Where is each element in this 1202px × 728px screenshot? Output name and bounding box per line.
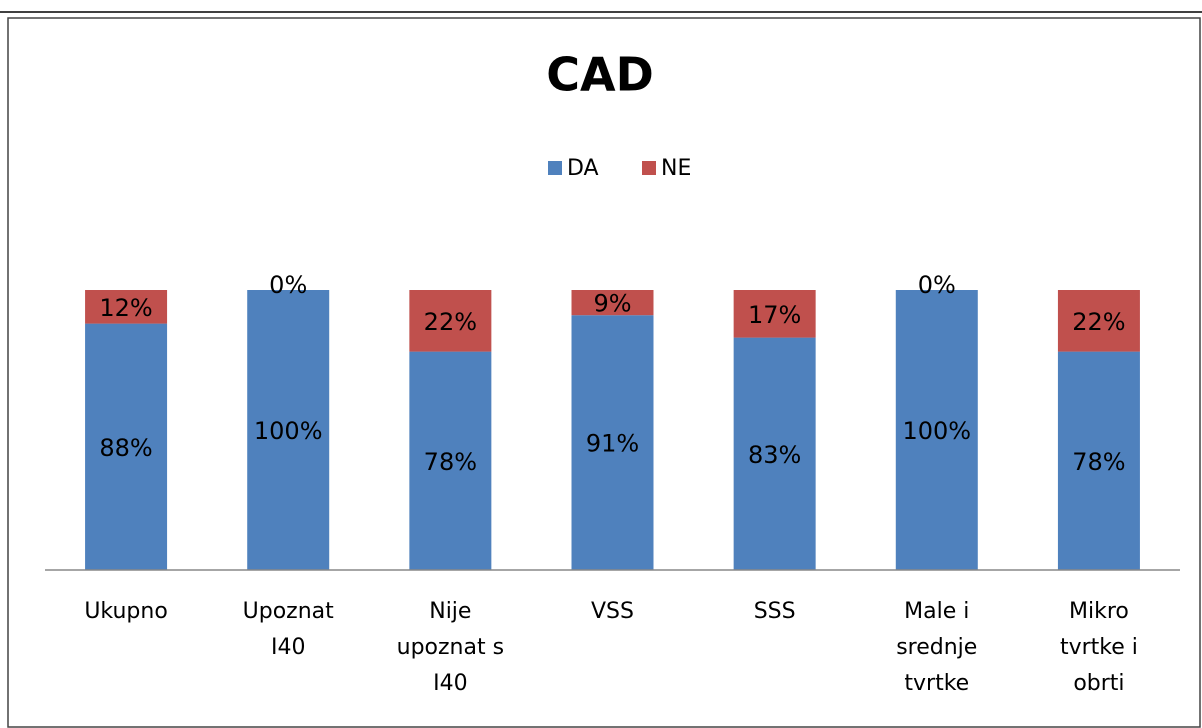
bar-segment — [571, 315, 654, 570]
x-tick-label: Upoznat I40 — [242, 599, 334, 660]
legend-swatch — [548, 161, 562, 175]
data-label: 88% — [99, 434, 152, 462]
x-tick-label: Nije upoznat s I40 — [396, 599, 505, 696]
bar-segment — [409, 351, 492, 570]
bar-segment — [733, 337, 816, 570]
legend-label: DA — [567, 156, 599, 181]
data-label: 78% — [424, 448, 477, 476]
chart-frame — [7, 17, 1201, 728]
bar-segment — [1057, 351, 1140, 570]
bar-segment — [85, 323, 168, 570]
bar-segment — [85, 290, 168, 324]
data-label: 9% — [593, 290, 631, 318]
data-label: 22% — [1072, 308, 1125, 336]
x-tick-label: Ukupno — [84, 599, 168, 624]
x-tick-label: VSS — [591, 599, 634, 624]
x-tick-label: Mikro tvrtke i obrti — [1059, 599, 1138, 696]
bar-segment — [247, 290, 330, 570]
data-label: 100% — [902, 417, 971, 445]
data-label: 83% — [748, 441, 801, 469]
data-label: 0% — [269, 271, 307, 299]
bar-segment — [895, 290, 978, 570]
data-label: 0% — [918, 271, 956, 299]
bar-segment — [1057, 290, 1140, 352]
bar-segment — [571, 290, 654, 316]
data-label: 17% — [748, 301, 801, 329]
legend-label: NE — [661, 156, 691, 181]
x-tick-label: SSS — [753, 599, 796, 624]
data-label: 12% — [99, 294, 152, 322]
legend-swatch — [642, 161, 656, 175]
x-tick-label: Male i srednje tvrtke — [896, 599, 978, 696]
data-label: 91% — [586, 430, 639, 458]
bar-segment — [409, 290, 492, 352]
chart-title: CAD — [546, 48, 654, 102]
data-label: 78% — [1072, 448, 1125, 476]
data-label: 22% — [424, 308, 477, 336]
bar-segment — [733, 290, 816, 338]
data-label: 100% — [254, 417, 323, 445]
